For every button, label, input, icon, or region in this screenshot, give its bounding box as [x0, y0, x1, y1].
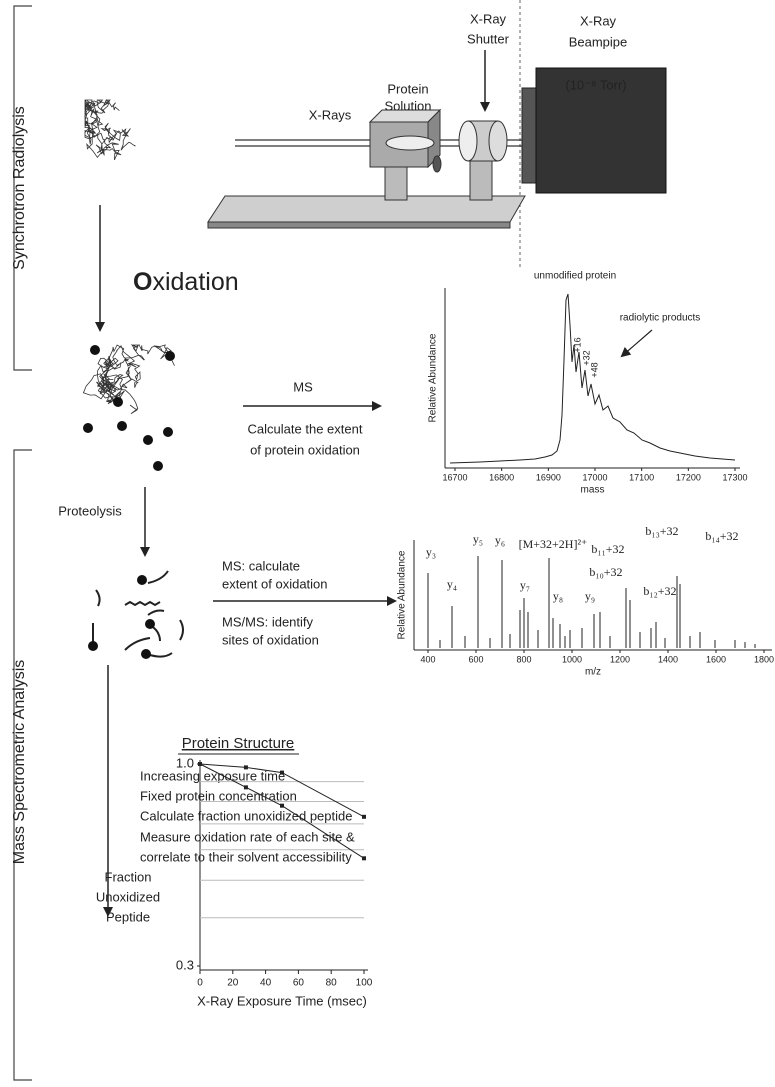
x-tick-label: 1400	[658, 654, 678, 664]
peak-label: y₅	[473, 532, 483, 546]
label: MS/MS: identify	[222, 614, 314, 629]
y-axis-label: Peptide	[106, 909, 150, 924]
x-tick-label: 600	[468, 654, 483, 664]
label: Proteolysis	[58, 503, 122, 518]
peak-label: y₄	[447, 577, 457, 591]
stand	[470, 158, 492, 200]
y-axis-label: Relative Abundance	[397, 550, 408, 639]
x-tick-label: 17300	[722, 472, 747, 482]
oxidation-site	[153, 461, 163, 471]
point	[362, 856, 366, 860]
y-axis-label: Relative Abundance	[428, 333, 439, 422]
x-tick-label: 400	[420, 654, 435, 664]
x-tick-label: 60	[293, 978, 305, 989]
x-tick-label: 100	[356, 978, 373, 989]
label: extent of oxidation	[222, 576, 328, 591]
label: of protein oxidation	[250, 442, 360, 457]
label: Beampipe	[569, 34, 628, 49]
droplet	[433, 156, 441, 172]
annotation: unmodified protein	[534, 271, 616, 282]
x-tick-label: 1600	[706, 654, 726, 664]
arrow	[622, 330, 652, 356]
oxidation-site	[117, 421, 127, 431]
label: Solution	[385, 98, 432, 113]
x-tick-label: 16700	[442, 472, 467, 482]
y-tick-label: 1.0	[176, 755, 194, 770]
point	[244, 785, 248, 789]
peak-label: y₈	[553, 589, 563, 603]
x-axis-label: m/z	[585, 667, 601, 678]
peak-label: y₉	[585, 589, 595, 603]
label: Shutter	[467, 31, 510, 46]
label: (10⁻⁸ Torr)	[565, 77, 626, 92]
label: sites of oxidation	[222, 632, 319, 647]
peak-label: y₆	[495, 533, 505, 547]
x-tick-label: 16900	[536, 472, 561, 482]
point	[280, 804, 284, 808]
oxidation-site	[113, 397, 123, 407]
peak-label: y₃	[426, 545, 436, 559]
diagram: Synchrotron Radiolysis Mass Spectrometri…	[0, 0, 775, 1087]
oxidation-label: Oxidation	[133, 268, 239, 297]
label: Protein	[387, 81, 428, 96]
x-tick-label: 800	[516, 654, 531, 664]
peak-label: [M+32+2H]²⁺	[519, 537, 588, 551]
x-tick-label: 17000	[582, 472, 607, 482]
figure: Synchrotron Radiolysis Mass Spectrometri…	[0, 0, 775, 1087]
point	[362, 815, 366, 819]
flange	[522, 88, 536, 183]
capillary	[386, 136, 434, 150]
x-tick-label: 1200	[610, 654, 630, 664]
oxidation-site	[165, 351, 175, 361]
y-tick-label: 0.3	[176, 957, 194, 972]
peptides	[93, 571, 183, 657]
list-item: Calculate fraction unoxidized peptide	[140, 808, 352, 823]
protein	[85, 100, 135, 160]
oxidation-site	[143, 435, 153, 445]
peak-label: b₁₂+32	[643, 584, 676, 598]
protein	[83, 345, 174, 414]
peak-label: b₁₄+32	[705, 529, 738, 543]
label: MS	[293, 379, 313, 394]
label: X-Ray	[470, 11, 507, 26]
x-tick-label: 17200	[676, 472, 701, 482]
point	[244, 765, 248, 769]
y-axis-label: Unoxidized	[96, 889, 160, 904]
x-tick-label: 1800	[754, 654, 774, 664]
label: X-Ray	[580, 13, 617, 28]
oxidation-sites	[88, 575, 155, 659]
label: MS: calculate	[222, 558, 300, 573]
x-tick-label: 16800	[489, 472, 514, 482]
label: X-Rays	[309, 107, 352, 122]
base-plate-edge	[208, 222, 510, 228]
peak-label: b₁₃+32	[645, 524, 678, 538]
oxidation-site	[163, 427, 173, 437]
section-label: Synchrotron Radiolysis	[11, 106, 28, 270]
peak-label: b₁₀+32	[589, 565, 622, 579]
point	[280, 771, 284, 775]
point	[198, 762, 202, 766]
y-axis-label: Fraction	[105, 869, 152, 884]
list-item: correlate to their solvent accessibility	[140, 849, 352, 864]
x-tick-label: 1000	[562, 654, 582, 664]
heading: Protein Structure	[182, 735, 295, 752]
x-tick-label: 17100	[629, 472, 654, 482]
x-tick-label: 0	[197, 978, 203, 989]
annotation: radiolytic products	[620, 313, 701, 324]
label: Calculate the extent	[248, 421, 363, 436]
x-tick-label: 20	[227, 978, 239, 989]
stand	[385, 165, 407, 200]
shutter-face	[489, 121, 507, 161]
x-tick-label: 80	[326, 978, 338, 989]
peak-label: y₇	[520, 578, 530, 592]
x-tick-label: 40	[260, 978, 272, 989]
oxidation-site	[83, 423, 93, 433]
annotation: +48	[589, 362, 599, 377]
section-label: Mass Spectrometric Analysis	[11, 660, 28, 865]
x-axis-label: mass	[581, 485, 605, 496]
shutter-face	[459, 121, 477, 161]
x-axis-label: X-Ray Exposure Time (msec)	[197, 993, 367, 1008]
oxidation-site	[90, 345, 100, 355]
peak-label: b₁₁+32	[591, 542, 624, 556]
